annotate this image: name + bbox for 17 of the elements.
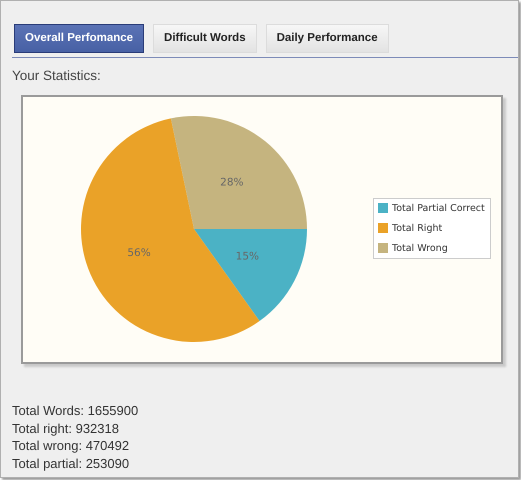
legend-label: Total Partial Correct — [391, 203, 486, 214]
text: Total right: 932318 — [12, 420, 120, 438]
text: Total wrong: 470492 — [12, 437, 130, 456]
pie-slice — [170, 116, 307, 229]
tab-button[interactable]: Daily Performance — [266, 24, 389, 53]
legend-label: Total Right — [391, 223, 442, 234]
tab-button[interactable]: Difficult Words — [153, 24, 257, 53]
data-label: 15% — [236, 250, 260, 262]
data-label: 56% — [127, 247, 151, 260]
chart-title: Your Statistics: — [12, 68, 101, 83]
data-label: 28% — [220, 176, 244, 188]
legend-label: Total Wrong — [391, 243, 448, 254]
text: Total partial: 253090 — [12, 455, 130, 473]
tab-button[interactable]: Overall Perfomance — [14, 24, 144, 53]
pie-slice — [194, 229, 307, 322]
text: Total Words: 1655900 — [12, 402, 138, 420]
pie-slice — [81, 118, 260, 342]
